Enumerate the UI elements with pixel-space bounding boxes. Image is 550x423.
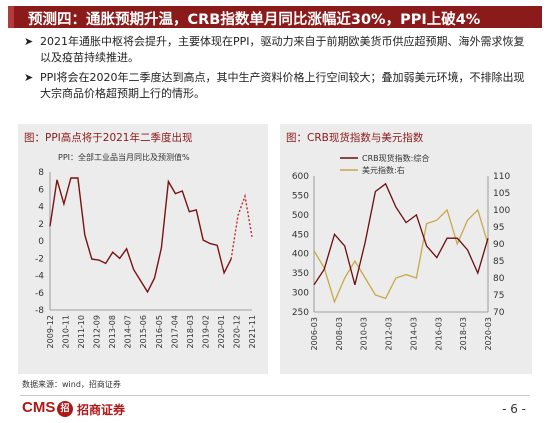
crb-x-tick: 2006-03 [310,317,319,350]
crb-right-tick: 75 [493,291,504,301]
ppi-y-tick: -6 [35,289,44,299]
ppi-x-tick: 2010-11 [62,315,71,348]
crb-x-tick: 2018-03 [459,317,468,350]
ppi-x-tick: 2017-04 [170,315,179,348]
ppi-chart-panel: 图：PPI高点将于2021年二季度出现 PPI：全部工业品当月同比及预测值% 8 6… [18,124,268,374]
ppi-legend: PPI：全部工业品当月同比及预测值% [58,152,190,162]
bullet-text: PPI将会在2020年二季度达到高点，其中生产资料价格上行空间较大；叠加弱美元环… [40,71,525,100]
crb-x-tick: 2008-03 [335,317,344,350]
title-bar: 预测四：通胀预期升温，CRB指数单月同比涨幅近30%，PPI上破4% [8,6,542,28]
crb-left-tick: 250 [292,308,309,318]
company-name: 招商证券 [77,403,126,417]
crb-left-tick: 300 [292,289,309,299]
bullet-arrow-icon: ➤ [24,71,34,84]
ppi-actual-line [49,177,232,294]
data-source: 数据来源：wind，招商证券 [22,380,121,389]
ppi-x-tick: 2013-08 [108,315,117,348]
ppi-y-tick: -2 [35,254,44,264]
ppi-x-tick: 2021-11 [248,315,257,348]
ppi-x-tick: 2014-07 [124,315,133,348]
crb-right-tick: 95 [493,223,504,233]
ppi-x-tick: 2015-06 [139,315,148,348]
ppi-x-tick: 2020-12 [232,315,241,348]
ppi-y-tick: 2 [38,220,44,230]
crb-chart-panel: 图：CRB现货指数与美元指数 CRB现货指数:综合 美元指数:右 600 550 500… [280,124,532,374]
crb-right-tick: 110 [493,172,510,182]
ppi-x-tick: 2019-02 [201,315,210,348]
crb-x-tick: 2010-03 [360,317,369,350]
ppi-x-tick: 2018-03 [186,315,195,348]
crb-right-tick: 105 [493,189,510,199]
crb-chart-title: 图：CRB现货指数与美元指数 [286,132,424,144]
footer-divider [20,395,530,396]
crb-right-tick: 85 [493,257,504,267]
crb-left-tick: 550 [292,191,309,201]
crb-right-tick: 100 [493,206,510,216]
crb-left-tick: 500 [292,211,309,221]
crb-x-tick: 2014-03 [409,317,418,350]
crb-right-tick: 70 [493,308,505,318]
title-accent [8,6,14,28]
bullet-item: ➤ PPI将会在2020年二季度达到高点，其中生产资料价格上行空间较大；叠加弱美… [24,70,530,102]
ppi-x-tick: 2016-05 [155,315,164,348]
crb-x-tick: 2012-03 [385,317,394,350]
cms-logo-mark: 招 [57,401,73,417]
bullet-text: 2021年通胀中枢将会提升，主要体现在PPI，驱动力来自于前期欧美货币供应超预期… [40,35,525,64]
crb-index-line [313,182,489,286]
crb-legend-label: CRB现货指数:综合 [362,153,429,163]
ppi-y-tick: 6 [38,185,44,195]
crb-left-tick: 350 [292,269,309,279]
crb-left-tick: 400 [292,250,309,260]
page-number: - 6 - [502,402,526,416]
ppi-x-tick: 2012-09 [93,315,102,348]
ppi-y-tick: 4 [38,203,44,213]
crb-left-tick: 600 [292,172,309,182]
slide-title: 预测四：通胀预期升温，CRB指数单月同比涨幅近30%，PPI上破4% [28,12,481,28]
usd-legend-label: 美元指数:右 [362,165,405,175]
ppi-y-tick: 8 [38,168,44,178]
bullet-item: ➤ 2021年通胀中枢将会提升，主要体现在PPI，驱动力来自于前期欧美货币供应超… [24,34,530,66]
ppi-x-tick: 2009-12 [46,315,55,348]
ppi-y-tick: -8 [35,306,44,316]
ppi-forecast-line [230,193,253,260]
ppi-x-tick: 2011-10 [77,315,86,348]
usd-index-line [313,208,489,304]
ppi-y-tick: -4 [35,272,44,282]
crb-right-tick: 80 [493,274,505,284]
crb-left-tick: 450 [292,230,309,240]
crb-right-tick: 90 [493,240,505,250]
crb-x-tick: 2020-03 [484,317,493,350]
bullet-list: ➤ 2021年通胀中枢将会提升，主要体现在PPI，驱动力来自于前期欧美货币供应超… [24,34,530,106]
ppi-y-tick: 0 [38,237,44,247]
crb-x-tick: 2016-03 [434,317,443,350]
cms-logo: CMS [22,399,56,416]
ppi-chart-title: 图：PPI高点将于2021年二季度出现 [24,132,193,144]
bullet-arrow-icon: ➤ [24,35,34,48]
ppi-x-tick: 2020-01 [217,315,226,348]
